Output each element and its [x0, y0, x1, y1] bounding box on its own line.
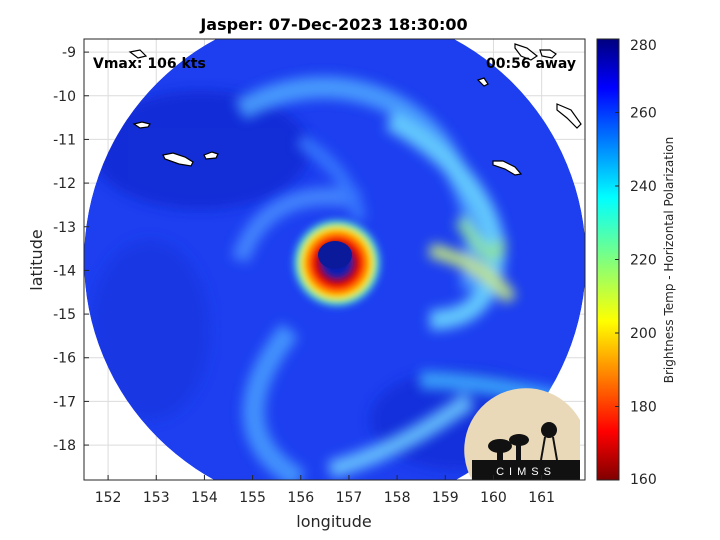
x-axis-ticks: 152 153 154 155 156 157 158 159 160 161: [95, 475, 555, 506]
y-tick-label: -11: [53, 132, 76, 148]
colorbar: 280 260 240 220 200 180 160 Brightness Temp - …: [596, 38, 676, 488]
logo-dish-1: [488, 439, 512, 453]
x-tick-label: 159: [432, 490, 459, 506]
x-tick-label: 154: [191, 490, 218, 506]
island-1: [132, 121, 151, 129]
island-4: [492, 160, 523, 176]
logo-background: [464, 388, 580, 480]
x-tick-label: 157: [336, 490, 363, 506]
logo-banner: [472, 460, 580, 480]
y-tick-label: -13: [53, 220, 76, 236]
island-6: [514, 43, 539, 61]
colorbar-tick-label: 200: [630, 326, 657, 342]
colorbar-label: Brightness Temp - Horizontal Polarizatio…: [662, 137, 676, 384]
satellite-swath: [84, 39, 585, 480]
logo-text: CIMSS: [496, 466, 556, 478]
colorbar-tick-label: 280: [630, 38, 657, 54]
y-tick-label: -15: [53, 307, 76, 323]
y-tick-label: -18: [53, 438, 76, 454]
chart-title: Jasper: 07-Dec-2023 18:30:00: [199, 15, 467, 34]
y-tick-label: -12: [53, 176, 76, 192]
x-tick-label: 161: [528, 490, 555, 506]
colorbar-tick-label: 240: [630, 179, 657, 195]
island-9: [476, 77, 489, 87]
y-tick-label: -10: [53, 89, 76, 105]
y-tick-label: -16: [53, 351, 76, 367]
logo-dish-2: [509, 434, 529, 446]
colorbar-tick-label: 180: [630, 400, 657, 416]
y-axis-label: latitude: [27, 229, 46, 290]
x-tick-label: 160: [480, 490, 507, 506]
x-tick-label: 158: [384, 490, 411, 506]
x-tick-label: 152: [95, 490, 122, 506]
colorbar-tick-label: 220: [630, 253, 657, 269]
coastlines: [128, 43, 582, 176]
island-2: [162, 152, 194, 167]
y-tick-label: -17: [53, 394, 76, 410]
colorbar-tick-label: 260: [630, 106, 657, 122]
island-5: [128, 49, 148, 59]
colorbar-ticks: 280 260 240 220 200 180 160: [615, 38, 657, 488]
x-tick-label: 153: [143, 490, 170, 506]
cimss-logo: CIMSS: [464, 388, 580, 480]
axes-frame: [83, 38, 586, 481]
island-3: [203, 151, 219, 160]
x-axis-label: longitude: [296, 512, 371, 531]
time-away-label: 00:56 away: [486, 56, 576, 72]
y-axis-ticks: -9 -10 -11 -12 -13 -14 -15 -16 -17 -18: [53, 45, 89, 454]
y-tick-label: -9: [62, 45, 76, 61]
x-tick-label: 156: [287, 490, 314, 506]
vmax-label: Vmax: 106 kts: [93, 56, 206, 72]
logo-tower: [541, 422, 557, 438]
island-7: [539, 49, 557, 59]
colorbar-tick-label: 160: [630, 472, 657, 488]
x-tick-label: 155: [239, 490, 266, 506]
island-8: [556, 103, 582, 129]
y-tick-label: -14: [53, 263, 76, 279]
eye: [318, 241, 352, 269]
